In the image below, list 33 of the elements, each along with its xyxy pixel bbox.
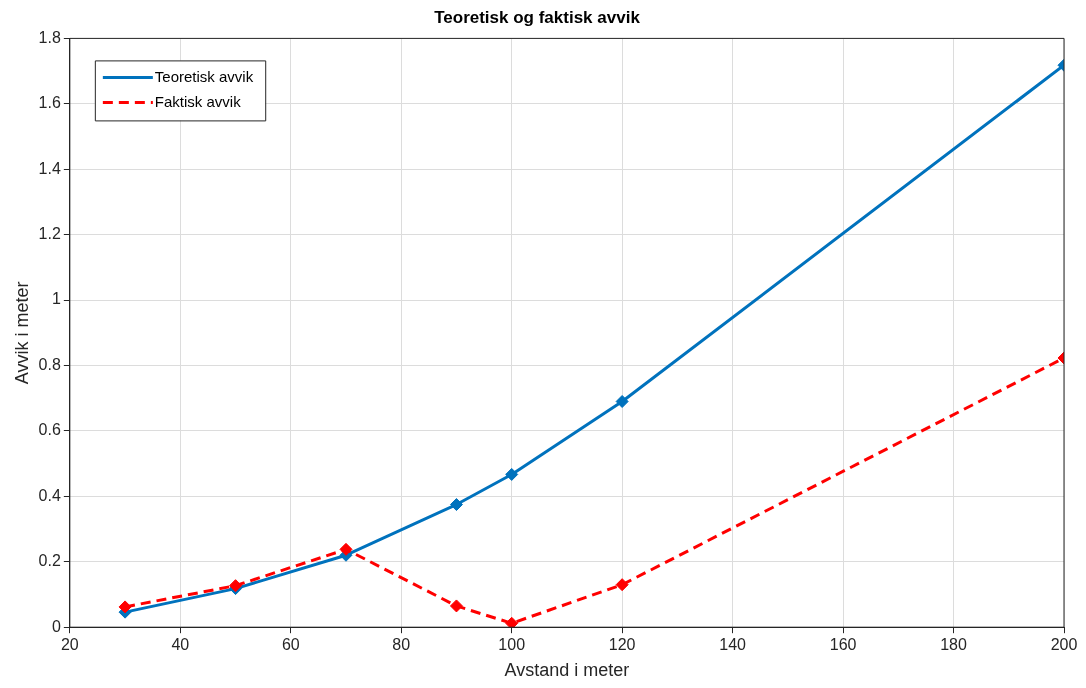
- point: [118, 600, 132, 614]
- x-tick-label: 100: [498, 636, 526, 654]
- y-tick-label: 0.4: [38, 486, 61, 504]
- legend-label: Teoretisk avvik: [154, 67, 254, 85]
- x-tick-label: 20: [60, 636, 79, 654]
- x-tick-label: 160: [829, 636, 857, 654]
- legend-label: Faktisk avvik: [154, 92, 242, 110]
- y-tick-label: 1.4: [38, 159, 61, 177]
- point: [339, 542, 353, 556]
- x-tick-label: 60: [281, 636, 300, 654]
- point: [505, 467, 519, 481]
- x-tick-label: 80: [392, 636, 411, 654]
- point: [615, 578, 629, 592]
- y-tick-label: 1: [51, 290, 61, 308]
- y-axis-title: Avvik i meter: [11, 281, 32, 385]
- y-tick-label: 0.6: [38, 421, 61, 439]
- y-tick-label: 1.2: [38, 225, 61, 243]
- x-tick-label: 140: [719, 636, 747, 654]
- chart-title: Teoretisk og faktisk avvik: [434, 7, 641, 27]
- point: [615, 394, 629, 408]
- x-tick-label: 200: [1050, 636, 1078, 654]
- x-tick-label: 40: [171, 636, 190, 654]
- x-axis-title: Avstand i meter: [504, 660, 630, 681]
- y-tick-label: 0.8: [38, 355, 61, 373]
- point: [449, 599, 463, 613]
- y-tick-label: 1.6: [38, 94, 61, 112]
- x-tick-label: 180: [940, 636, 967, 654]
- y-tick-label: 0.2: [38, 552, 61, 570]
- point: [449, 498, 463, 512]
- point: [505, 616, 519, 628]
- y-tick-label: 1.8: [38, 28, 61, 46]
- x-tick-label: 120: [608, 636, 636, 654]
- y-tick-label: 0: [51, 617, 61, 635]
